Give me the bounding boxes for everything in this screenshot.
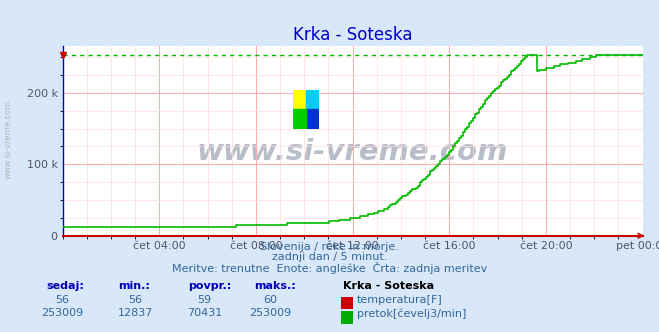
Text: 59: 59: [197, 295, 212, 305]
Text: 12837: 12837: [117, 308, 153, 318]
Text: 70431: 70431: [186, 308, 222, 318]
Text: www.si-vreme.com: www.si-vreme.com: [197, 138, 508, 166]
Text: www.si-vreme.com: www.si-vreme.com: [3, 100, 13, 179]
Text: 253009: 253009: [249, 308, 291, 318]
Text: Slovenija / reke in morje.: Slovenija / reke in morje.: [260, 242, 399, 252]
Text: 253009: 253009: [42, 308, 84, 318]
Text: 56: 56: [128, 295, 142, 305]
Text: maks.:: maks.:: [254, 281, 295, 290]
Text: povpr.:: povpr.:: [188, 281, 231, 290]
Text: temperatura[F]: temperatura[F]: [357, 295, 443, 305]
Text: zadnji dan / 5 minut.: zadnji dan / 5 minut.: [272, 252, 387, 262]
Text: pretok[čevelj3/min]: pretok[čevelj3/min]: [357, 308, 467, 319]
Text: 56: 56: [55, 295, 70, 305]
Text: Krka - Soteska: Krka - Soteska: [343, 281, 434, 290]
Title: Krka - Soteska: Krka - Soteska: [293, 26, 413, 43]
Text: sedaj:: sedaj:: [46, 281, 84, 290]
Text: min.:: min.:: [119, 281, 150, 290]
Text: 60: 60: [263, 295, 277, 305]
Text: Meritve: trenutne  Enote: angleške  Črta: zadnja meritev: Meritve: trenutne Enote: angleške Črta: …: [172, 262, 487, 274]
